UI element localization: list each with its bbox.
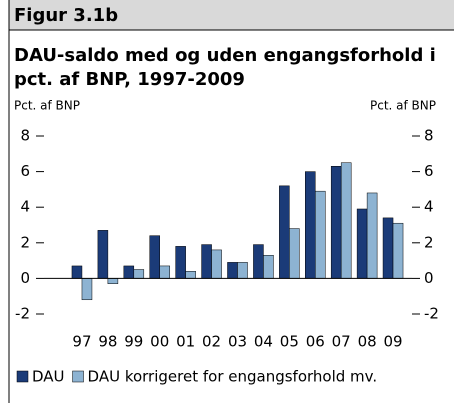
y-tick-label: 8 (20, 127, 30, 145)
x-tick-label: 03 (228, 333, 247, 351)
legend-label: DAU (32, 368, 65, 386)
bar (133, 269, 145, 279)
legend-label: DAU korrigeret for engangsforhold mv. (88, 368, 378, 386)
x-tick-label: 00 (150, 333, 169, 351)
bar (71, 265, 83, 279)
y-tick-label: 4 (20, 198, 30, 216)
bar (149, 235, 160, 279)
y-axis-label: Pct. af BNP (14, 99, 80, 113)
bar (340, 162, 352, 279)
chart-title: DAU-saldo med og uden engangsforhold i (14, 45, 436, 66)
y2-tick-label: -2 (424, 305, 439, 323)
bar (159, 265, 170, 279)
x-tick-label: 97 (72, 333, 91, 351)
bar (107, 278, 119, 284)
bar (81, 278, 93, 301)
y2-tick-label: 0 (424, 269, 434, 287)
bar (315, 190, 326, 279)
bar (366, 192, 378, 279)
bar (289, 228, 300, 279)
x-tick-label: 98 (98, 333, 117, 351)
bar (123, 265, 135, 279)
y2-tick-label: 6 (424, 162, 434, 180)
x-tick-label: 06 (306, 333, 325, 351)
bar (356, 208, 368, 279)
legend-swatch (72, 370, 84, 383)
bar (263, 255, 274, 279)
bar (237, 262, 248, 279)
x-tick-label: 09 (383, 333, 402, 351)
legend-swatch (16, 370, 29, 383)
bar (185, 271, 196, 279)
y2-axis-label: Pct. af BNP (370, 99, 436, 113)
y2-tick-label: 4 (424, 198, 434, 216)
bar (253, 244, 264, 279)
x-tick-label: 05 (280, 333, 299, 351)
x-tick-label: 99 (124, 333, 143, 351)
y-tick-label: 6 (20, 162, 30, 180)
x-tick-label: 07 (332, 333, 351, 351)
y-tick-label: -2 (15, 305, 30, 323)
bar (227, 262, 238, 279)
bar (279, 185, 290, 279)
chart-title: pct. af BNP, 1997-2009 (14, 69, 245, 90)
x-tick-label: 02 (202, 333, 221, 351)
bar (175, 246, 186, 279)
x-tick-label: 08 (358, 333, 377, 351)
bar (330, 166, 342, 279)
y2-tick-label: 8 (424, 127, 434, 145)
x-tick-label: 04 (254, 333, 273, 351)
x-tick-label: 01 (176, 333, 195, 351)
bar (201, 244, 212, 279)
bar (211, 249, 222, 279)
bar (305, 171, 316, 279)
bar (97, 230, 109, 279)
header-band (9, 0, 454, 30)
y-tick-label: 2 (20, 233, 30, 251)
bar (392, 222, 404, 279)
y2-tick-label: 2 (424, 233, 434, 251)
bar (382, 217, 394, 279)
header: Figur 3.1b (14, 5, 118, 26)
y-tick-label: 0 (20, 269, 30, 287)
